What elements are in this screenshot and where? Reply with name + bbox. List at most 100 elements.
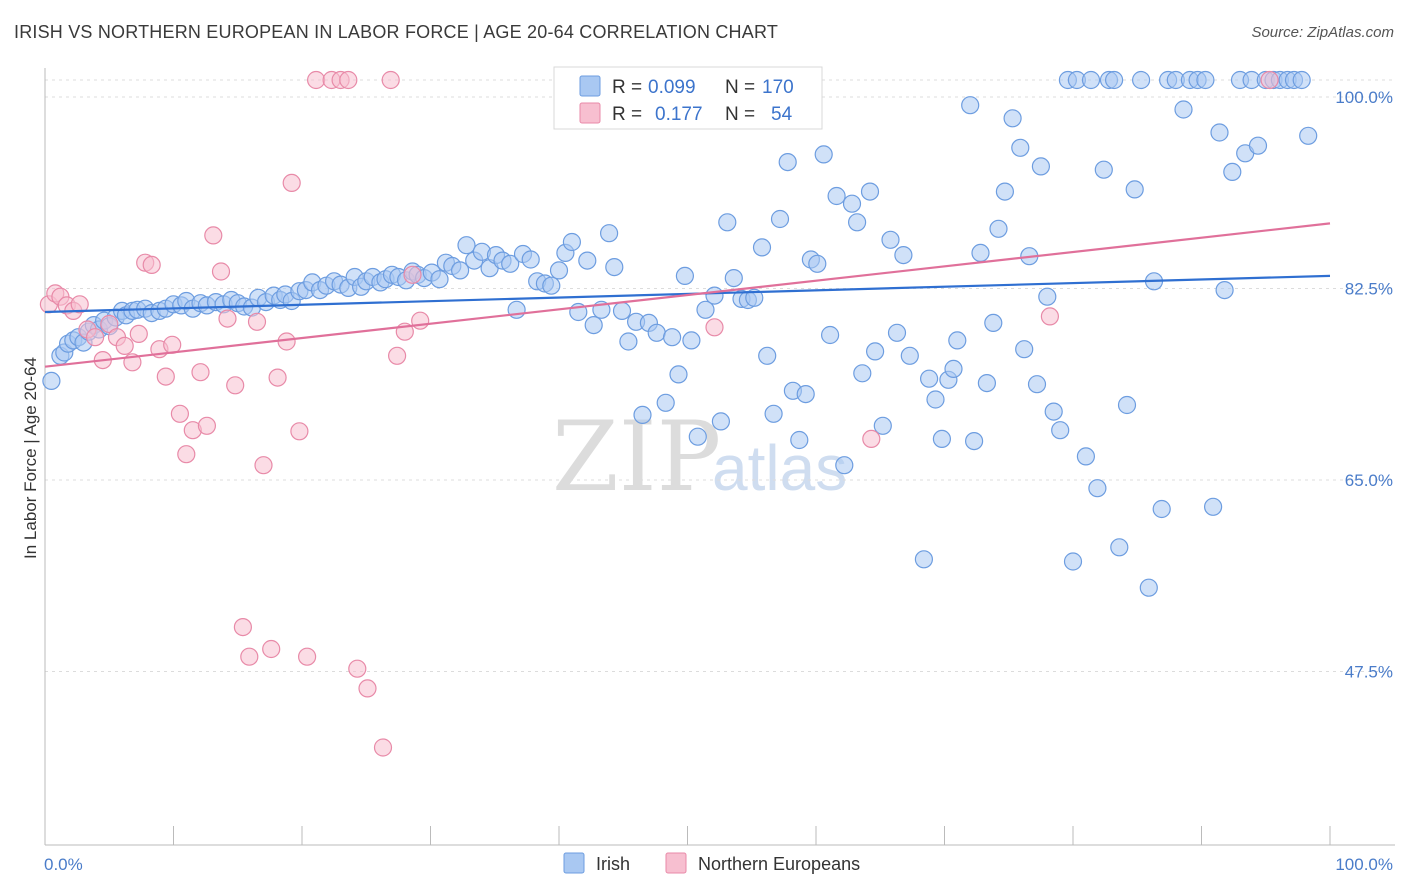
data-point (1015, 340, 1034, 359)
data-point (814, 145, 833, 164)
data-point (790, 430, 809, 450)
data-point (688, 427, 707, 446)
data-point (1203, 497, 1223, 516)
svg-text:R =: R = (612, 77, 642, 98)
data-point (605, 258, 624, 277)
data-point (1117, 395, 1137, 415)
data-point (758, 346, 777, 365)
data-point (865, 342, 885, 361)
data-point (944, 359, 963, 378)
data-point (1131, 70, 1151, 90)
data-point (1292, 70, 1311, 90)
data-point (85, 328, 105, 347)
y-tick-label: 65.0% (1345, 471, 1393, 490)
tick-labels: 47.5% 65.0% 82.5% 100.0% 0.0% 100.0% (44, 88, 1393, 874)
legend-r-value-1: 0.099 (648, 77, 696, 98)
data-point (411, 311, 430, 330)
data-point (1003, 109, 1022, 128)
data-point (862, 429, 881, 448)
data-point (142, 255, 161, 274)
data-point (971, 243, 990, 262)
data-point (562, 232, 582, 252)
data-point (403, 265, 422, 284)
data-point (584, 316, 603, 335)
data-point (233, 617, 252, 637)
data-point (1038, 287, 1057, 306)
bottom-legend-label-northern: Northern Europeans (698, 854, 860, 874)
data-point (542, 276, 561, 295)
data-point (191, 363, 210, 382)
gridlines (45, 79, 1395, 672)
data-point (887, 323, 907, 342)
data-point (827, 186, 846, 206)
data-point (770, 209, 790, 229)
series-northern-europeans (39, 70, 1279, 757)
legend-n-value-2: 54 (771, 104, 793, 125)
legend-n-label-1: N = (725, 77, 755, 98)
data-point (820, 325, 840, 345)
y-tick-label: 82.5% (1345, 280, 1393, 299)
data-point (247, 312, 267, 331)
data-point (177, 445, 196, 464)
data-point (1174, 100, 1193, 119)
data-point (339, 70, 358, 90)
data-point (226, 376, 245, 395)
watermark-atlas: atlas (712, 432, 847, 504)
data-point (932, 429, 952, 448)
data-point (675, 266, 695, 285)
legend-swatch-northern (579, 102, 601, 124)
data-point (1088, 479, 1107, 498)
series-irish (42, 70, 1318, 597)
data-point (1215, 281, 1234, 300)
data-point (373, 738, 393, 757)
data-point (457, 236, 476, 255)
data-point (1104, 70, 1124, 90)
data-point (1094, 160, 1113, 179)
data-point (156, 367, 175, 386)
data-point (240, 647, 259, 666)
x-tick-label-max: 100.0% (1335, 855, 1393, 874)
data-point (549, 261, 569, 280)
data-point (42, 371, 61, 390)
data-point (115, 336, 134, 355)
data-point (808, 254, 827, 273)
y-tick-label: 47.5% (1345, 663, 1393, 682)
data-point (1011, 138, 1030, 157)
data-point (873, 416, 892, 435)
x-tick-label-min: 0.0% (44, 855, 83, 874)
y-tick-label: 100.0% (1335, 88, 1393, 107)
data-point (358, 679, 377, 698)
data-point (926, 390, 945, 409)
data-point (282, 173, 301, 192)
bottom-legend-swatch-northern (665, 852, 687, 874)
data-point (881, 230, 900, 249)
data-point (1299, 126, 1318, 145)
data-point (430, 270, 449, 289)
trend-lines (44, 222, 1331, 368)
data-point (1152, 499, 1171, 519)
data-point (612, 301, 632, 320)
data-point (1044, 402, 1063, 421)
top-legend: R = 0.099 N = 170 R = 0.177 N = 54 (553, 66, 823, 130)
data-point (1210, 123, 1229, 142)
data-point (842, 194, 862, 213)
data-point (1063, 552, 1083, 571)
bottom-legend: Irish Northern Europeans (563, 852, 860, 874)
data-point (705, 286, 724, 305)
data-point (669, 365, 688, 384)
data-point (211, 262, 231, 281)
data-point (204, 226, 223, 245)
data-points (39, 70, 1318, 757)
data-point (218, 309, 237, 328)
data-point (984, 313, 1003, 332)
chart-title: IRISH VS NORTHERN EUROPEAN IN LABOR FORC… (14, 22, 779, 42)
data-point (964, 432, 984, 451)
data-point (995, 182, 1015, 201)
legend-r-label-2: R = (612, 104, 642, 125)
data-point (521, 250, 540, 269)
data-point (129, 324, 148, 343)
data-point (860, 182, 880, 201)
data-point (835, 456, 854, 475)
data-point (919, 369, 939, 388)
